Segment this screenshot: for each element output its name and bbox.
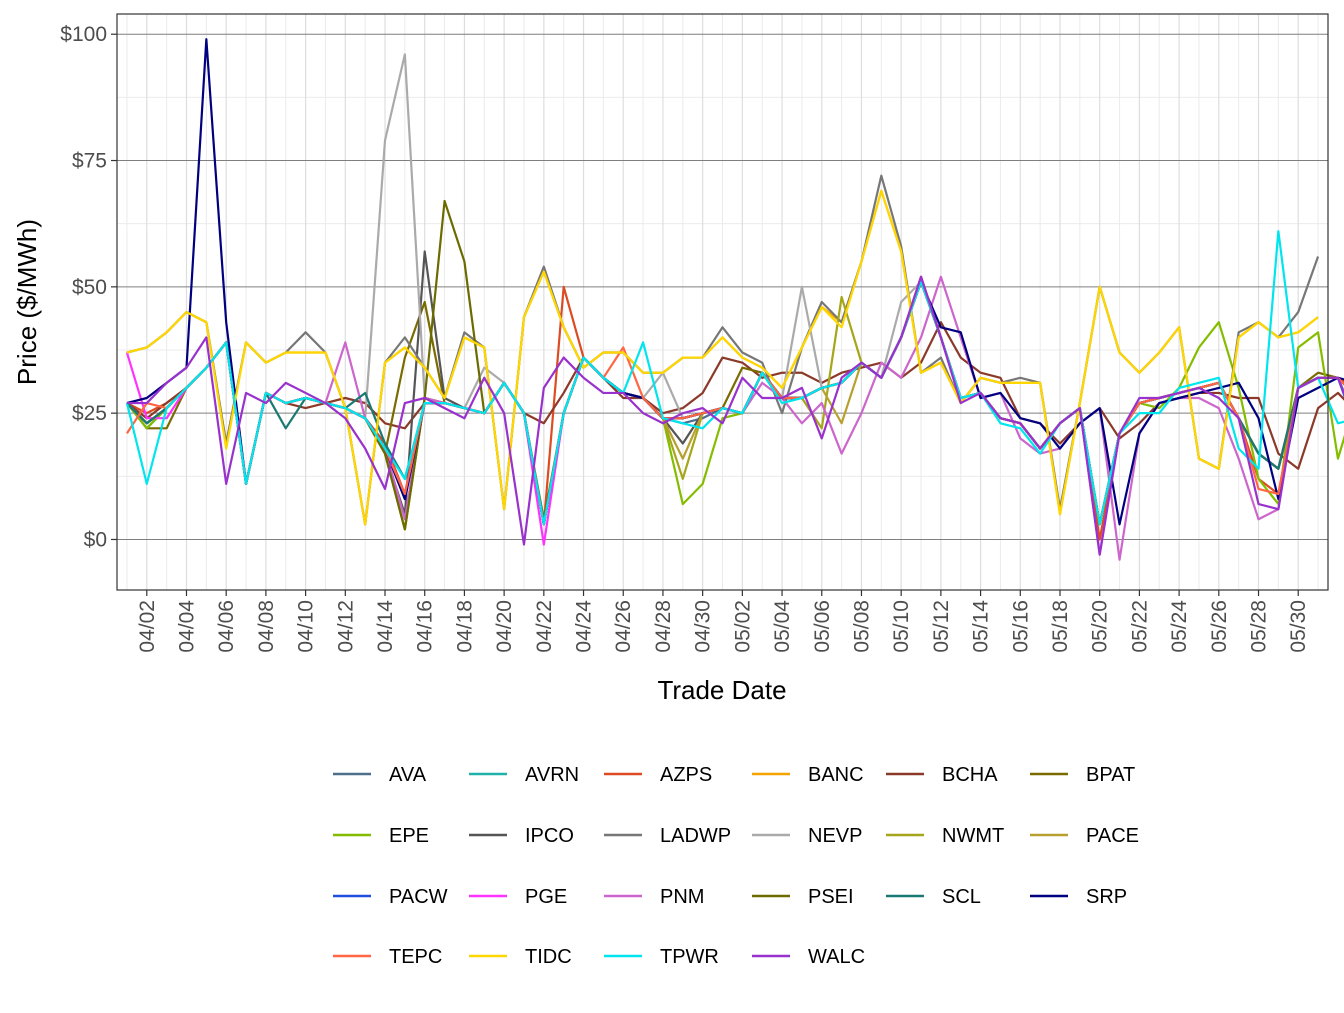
legend-item-bcha: BCHA [886, 764, 998, 786]
x-tick-label: 05/06 [811, 600, 834, 653]
legend-label: NWMT [942, 825, 1004, 847]
legend-item-psei: PSEI [752, 886, 854, 908]
legend-item-ava: AVA [333, 764, 427, 786]
legend-item-pge: PGE [469, 886, 567, 908]
legend-label: WALC [808, 946, 865, 968]
x-tick-label: 05/12 [930, 600, 953, 653]
series-line-walc [126, 275, 1344, 556]
legend-item-tidc: TIDC [469, 946, 572, 968]
legend-label: SCL [942, 886, 981, 908]
legend-item-avrn: AVRN [469, 764, 579, 786]
x-tick-label: 05/02 [731, 600, 754, 653]
legend-item-ladwp: LADWP [604, 825, 731, 847]
x-tick-label: 05/14 [970, 600, 993, 653]
x-tick-label: 05/24 [1168, 600, 1191, 653]
plot-panel-border [116, 13, 1329, 591]
legend-label: TEPC [389, 946, 442, 968]
x-tick-label: 04/04 [175, 600, 198, 653]
legend-label: PACE [1086, 825, 1139, 847]
legend-label: AVRN [525, 764, 579, 786]
legend-item-nevp: NEVP [752, 825, 862, 847]
legend-label: LADWP [660, 825, 731, 847]
legend-label: IPCO [525, 825, 574, 847]
x-tick-label: 04/26 [612, 600, 635, 653]
legend-label: TIDC [525, 946, 572, 968]
series-line-pnm [126, 275, 1344, 561]
legend-label: NEVP [808, 825, 862, 847]
series-lines [125, 38, 1344, 561]
x-tick-label: 05/26 [1208, 600, 1231, 653]
x-axis: 04/02 04/04 04/06 04/08 04/10 04/12 04/14 04/16… [136, 590, 1310, 653]
legend-item-pace: PACE [1030, 825, 1139, 847]
legend-item-bpat: BPAT [1030, 764, 1135, 786]
y-tick-label: $75 [72, 150, 107, 173]
legend-item-ipco: IPCO [469, 825, 574, 847]
legend-label: BCHA [942, 764, 998, 786]
y-axis: $0 $25 $50 $75 $100 [60, 23, 117, 551]
x-tick-label: 04/12 [334, 600, 357, 653]
x-tick-label: 05/16 [1009, 600, 1032, 653]
x-tick-label: 05/04 [771, 600, 794, 653]
x-tick-label: 04/16 [414, 600, 437, 653]
legend-item-tpwr: TPWR [604, 946, 719, 968]
x-tick-label: 04/30 [692, 600, 715, 653]
x-tick-label: 04/28 [652, 600, 675, 653]
y-axis-title: Price ($/MWh) [12, 219, 42, 385]
series-line-tpwr [125, 230, 1344, 526]
x-tick-label: 05/08 [850, 600, 873, 653]
x-tick-label: 04/06 [215, 600, 238, 653]
legend-item-srp: SRP [1030, 886, 1127, 908]
legend-item-banc: BANC [752, 764, 864, 786]
legend-label: AZPS [660, 764, 712, 786]
legend-item-pacw: PACW [333, 886, 448, 908]
legend-label: SRP [1086, 886, 1127, 908]
legend-label: TPWR [660, 946, 719, 968]
x-tick-label: 04/14 [374, 600, 397, 653]
x-tick-label: 05/22 [1128, 600, 1151, 653]
x-tick-label: 04/18 [453, 600, 476, 653]
x-tick-label: 05/28 [1248, 600, 1271, 653]
x-tick-label: 04/24 [573, 600, 596, 653]
x-tick-label: 04/08 [255, 600, 278, 653]
x-tick-label: 04/10 [295, 600, 318, 653]
x-tick-label: 05/20 [1089, 600, 1112, 653]
legend-label: PGE [525, 886, 567, 908]
legend-item-nwmt: NWMT [886, 825, 1004, 847]
y-tick-label: $25 [72, 402, 107, 425]
legend-label: EPE [389, 825, 429, 847]
legend-item-scl: SCL [886, 886, 981, 908]
x-tick-label: 05/30 [1287, 600, 1310, 653]
legend-label: BANC [808, 764, 864, 786]
legend-label: PNM [660, 886, 704, 908]
x-tick-label: 04/22 [533, 600, 556, 653]
x-tick-label: 04/20 [493, 600, 516, 653]
major-gridlines [117, 14, 1328, 590]
legend-item-tepc: TEPC [333, 946, 442, 968]
x-tick-label: 05/10 [890, 600, 913, 653]
legend-item-azps: AZPS [604, 764, 712, 786]
x-tick-label: 04/02 [136, 600, 159, 653]
legend-item-walc: WALC [752, 946, 865, 968]
legend-item-epe: EPE [333, 825, 429, 847]
legend-label: PSEI [808, 886, 854, 908]
y-tick-label: $100 [60, 23, 107, 46]
y-tick-label: $50 [72, 276, 107, 299]
legend: AVA AVRN AZPS BANC BCHA BPAT EPE IPCO LADWP NEVP N… [333, 764, 1139, 968]
legend-label: BPAT [1086, 764, 1135, 786]
legend-label: AVA [389, 764, 427, 786]
minor-gridlines [117, 14, 1328, 590]
x-axis-title: Trade Date [657, 675, 786, 705]
legend-item-pnm: PNM [604, 886, 704, 908]
y-tick-label: $0 [84, 528, 107, 551]
legend-label: PACW [389, 886, 448, 908]
series-line-tidc [126, 189, 1319, 526]
x-tick-label: 05/18 [1049, 600, 1072, 653]
